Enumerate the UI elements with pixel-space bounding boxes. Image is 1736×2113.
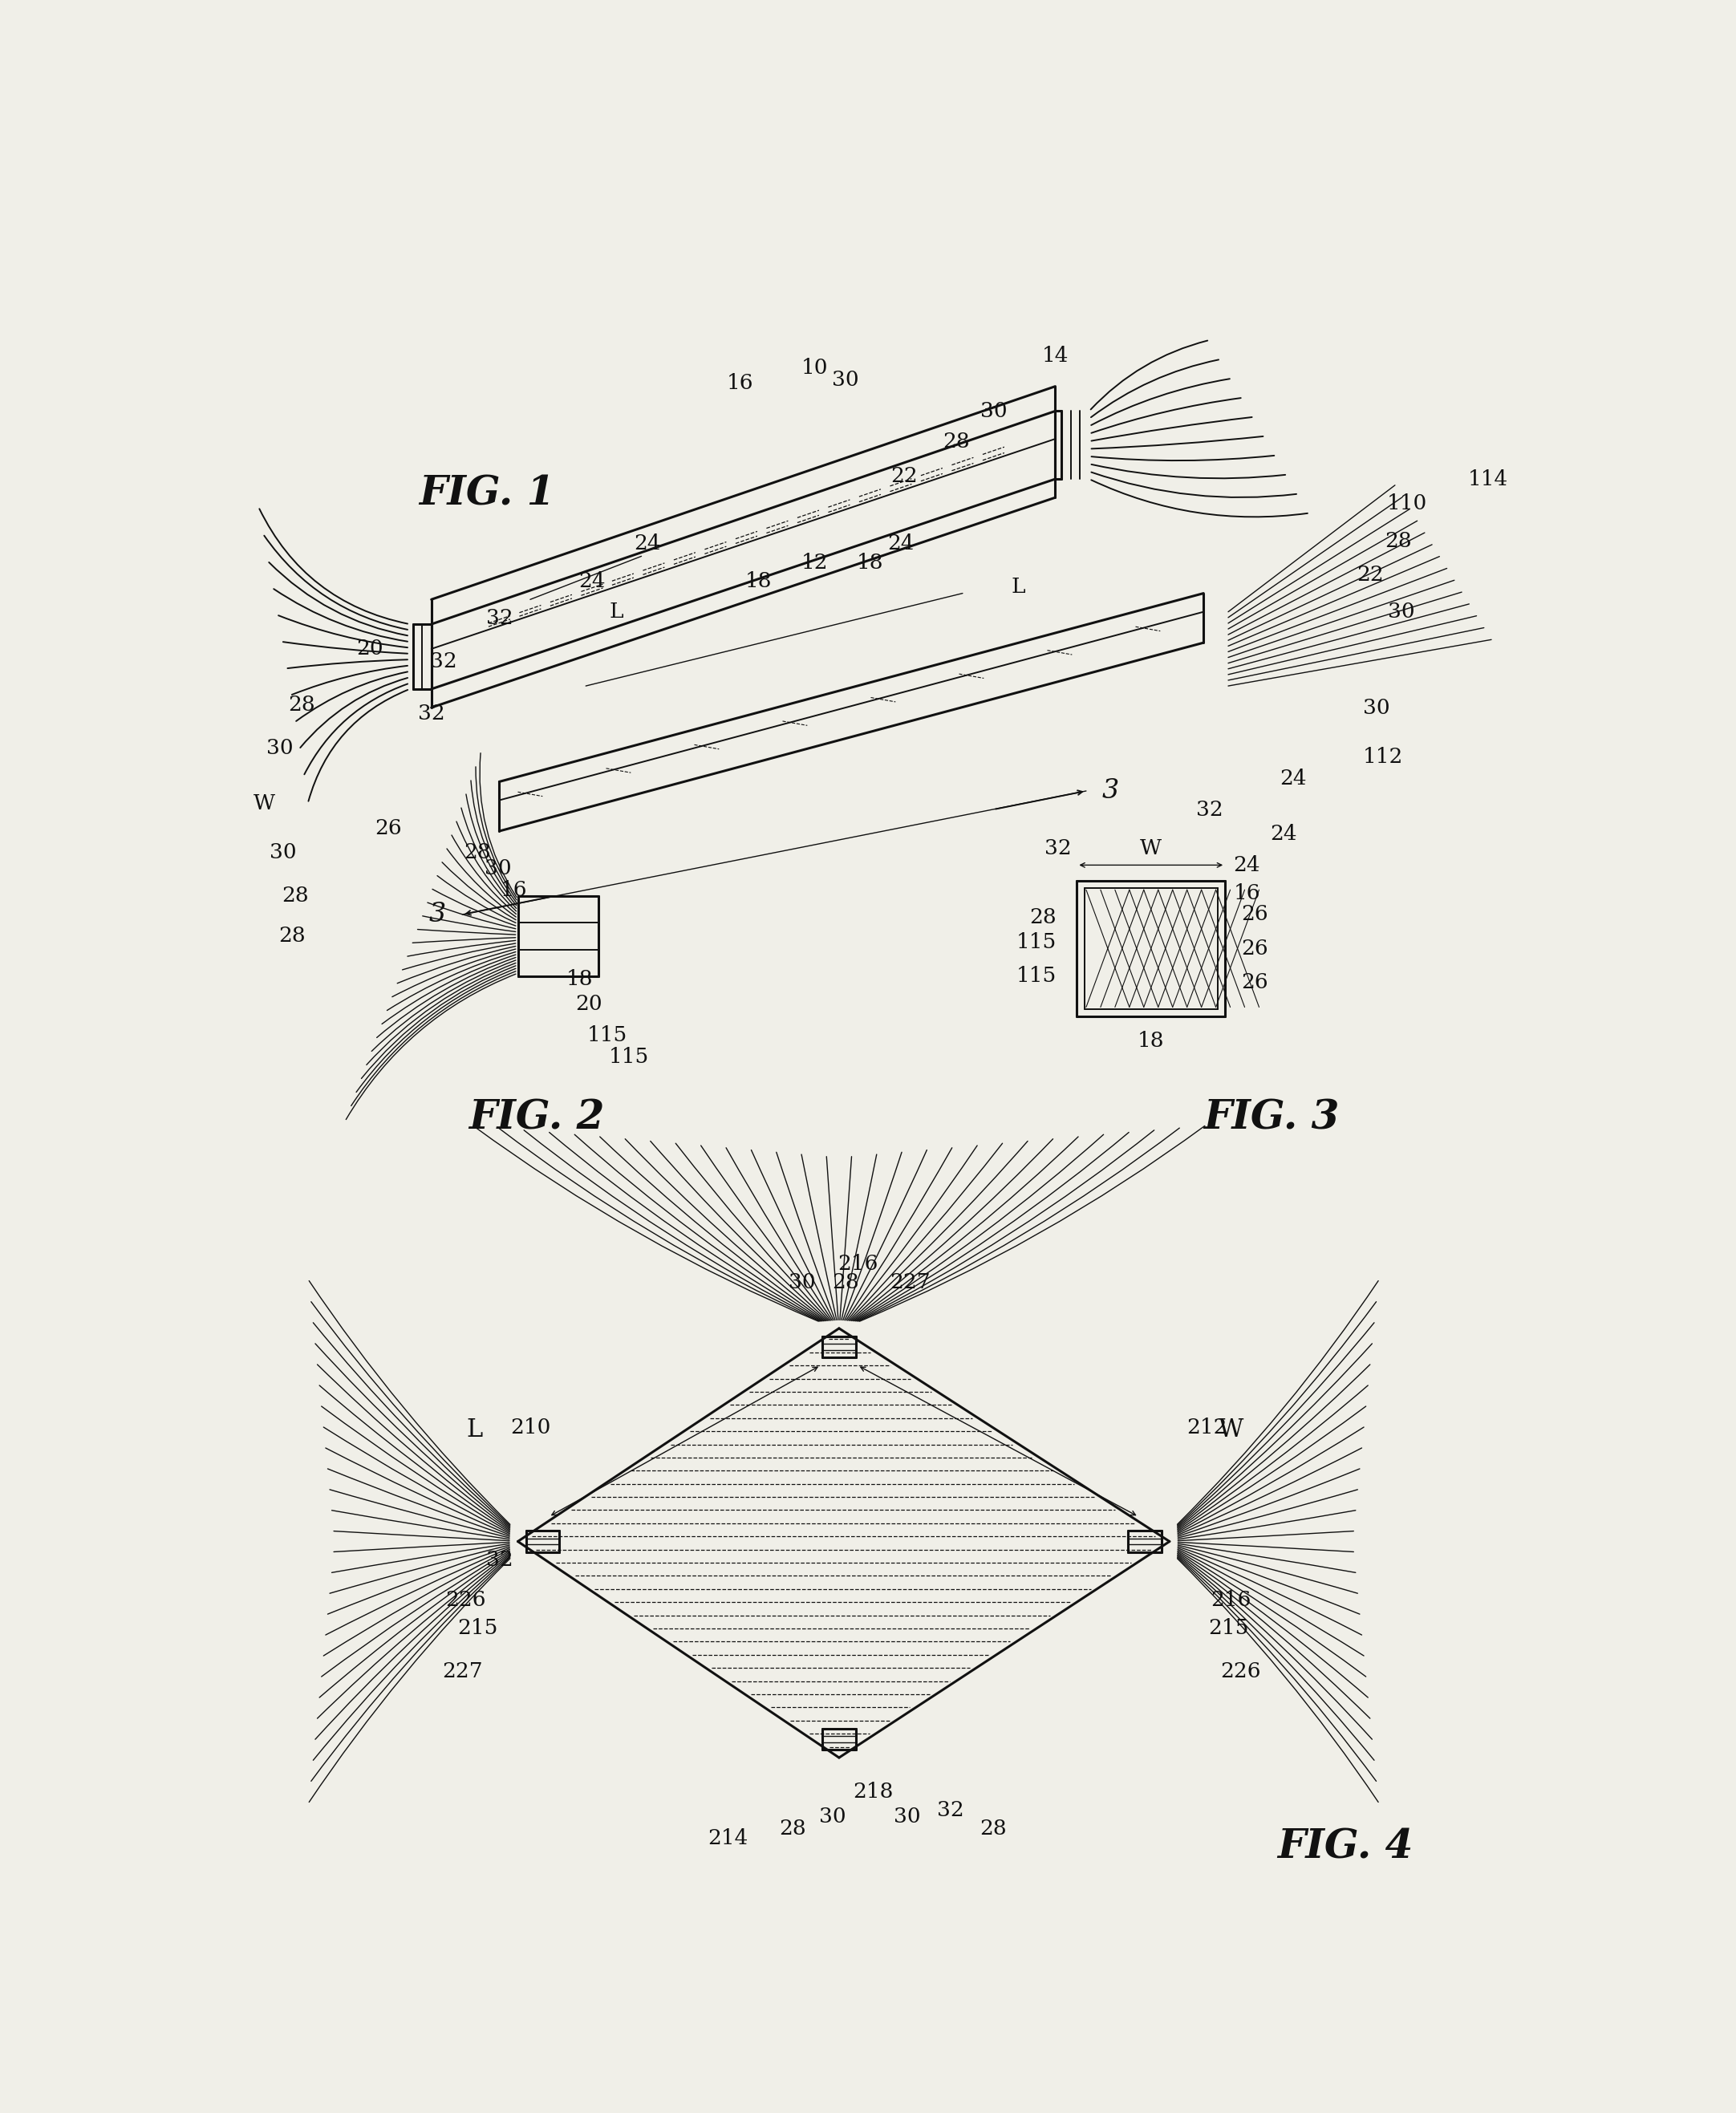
Text: 24: 24 <box>1233 856 1260 875</box>
Text: 115: 115 <box>1017 932 1057 953</box>
Text: 26: 26 <box>1241 904 1269 925</box>
Text: 30: 30 <box>484 858 512 879</box>
Text: 32: 32 <box>1045 839 1071 858</box>
Text: W: W <box>1141 839 1161 858</box>
Text: 24: 24 <box>578 571 606 592</box>
Text: 3: 3 <box>1102 778 1120 803</box>
Text: 28: 28 <box>1385 530 1411 551</box>
Text: L: L <box>467 1418 483 1443</box>
Text: FIG. 1: FIG. 1 <box>418 475 556 513</box>
Text: 16: 16 <box>1233 883 1260 902</box>
Text: 30: 30 <box>267 737 293 759</box>
Text: FIG. 4: FIG. 4 <box>1278 1828 1413 1868</box>
Text: 115: 115 <box>609 1046 649 1067</box>
Text: 32: 32 <box>1196 799 1224 820</box>
Text: W: W <box>253 792 276 814</box>
Text: 226: 226 <box>1220 1661 1260 1682</box>
Text: L: L <box>609 602 623 621</box>
Text: W: W <box>1219 1418 1245 1443</box>
Text: 115: 115 <box>1017 966 1057 987</box>
Text: 26: 26 <box>1241 938 1269 959</box>
Text: 30: 30 <box>832 370 859 391</box>
Text: 16: 16 <box>727 374 753 393</box>
Text: 28: 28 <box>779 1819 806 1838</box>
Text: 32: 32 <box>486 1551 512 1570</box>
Text: 30: 30 <box>269 843 297 862</box>
Text: 226: 226 <box>444 1591 486 1610</box>
Text: 20: 20 <box>356 638 384 659</box>
Text: 216: 216 <box>1212 1591 1252 1610</box>
Text: 32: 32 <box>431 651 457 672</box>
Text: 28: 28 <box>943 431 970 452</box>
Text: 32: 32 <box>486 609 512 628</box>
Text: 24: 24 <box>887 535 915 554</box>
Text: 32: 32 <box>418 704 444 725</box>
Text: 115: 115 <box>587 1025 627 1046</box>
Text: L: L <box>1010 577 1026 598</box>
Text: 216: 216 <box>837 1253 878 1274</box>
Text: 112: 112 <box>1363 748 1403 767</box>
Text: 18: 18 <box>745 571 773 592</box>
Text: 22: 22 <box>891 465 917 486</box>
Text: 30: 30 <box>1387 602 1415 621</box>
Text: 28: 28 <box>832 1272 859 1291</box>
Text: 16: 16 <box>500 879 528 900</box>
Text: 28: 28 <box>279 925 306 947</box>
Text: 24: 24 <box>634 535 661 554</box>
Text: 30: 30 <box>894 1807 920 1826</box>
Text: 212: 212 <box>1186 1418 1227 1437</box>
Text: 30: 30 <box>788 1272 816 1291</box>
Text: 30: 30 <box>1363 697 1391 718</box>
Text: 218: 218 <box>852 1781 894 1802</box>
Text: 20: 20 <box>575 993 602 1014</box>
Text: 18: 18 <box>1137 1031 1165 1050</box>
Text: 210: 210 <box>510 1418 550 1437</box>
Text: 28: 28 <box>288 695 316 714</box>
Text: 28: 28 <box>981 1819 1007 1838</box>
Text: 32: 32 <box>937 1800 963 1819</box>
Text: 215: 215 <box>458 1619 498 1638</box>
Text: 26: 26 <box>375 818 401 839</box>
Text: 22: 22 <box>1358 564 1384 585</box>
Text: 10: 10 <box>800 357 828 378</box>
Text: 114: 114 <box>1467 469 1509 488</box>
Text: 214: 214 <box>708 1828 748 1849</box>
Text: 14: 14 <box>1042 344 1069 366</box>
Text: 18: 18 <box>856 551 884 573</box>
Text: FIG. 2: FIG. 2 <box>469 1099 604 1139</box>
Text: FIG. 3: FIG. 3 <box>1203 1099 1340 1139</box>
Text: 28: 28 <box>281 885 309 906</box>
Text: 12: 12 <box>800 551 828 573</box>
Text: 215: 215 <box>1208 1619 1248 1638</box>
Text: 227: 227 <box>443 1661 483 1682</box>
Text: 24: 24 <box>1279 769 1307 788</box>
Text: 110: 110 <box>1387 494 1427 513</box>
Text: 3: 3 <box>429 902 446 928</box>
Text: 18: 18 <box>566 970 594 989</box>
Text: 26: 26 <box>1241 972 1269 993</box>
Text: 227: 227 <box>891 1272 930 1291</box>
Text: 28: 28 <box>464 843 491 862</box>
Text: 28: 28 <box>1029 909 1057 928</box>
Text: 24: 24 <box>1271 824 1297 845</box>
Text: 30: 30 <box>981 401 1007 420</box>
Text: 30: 30 <box>819 1807 847 1826</box>
